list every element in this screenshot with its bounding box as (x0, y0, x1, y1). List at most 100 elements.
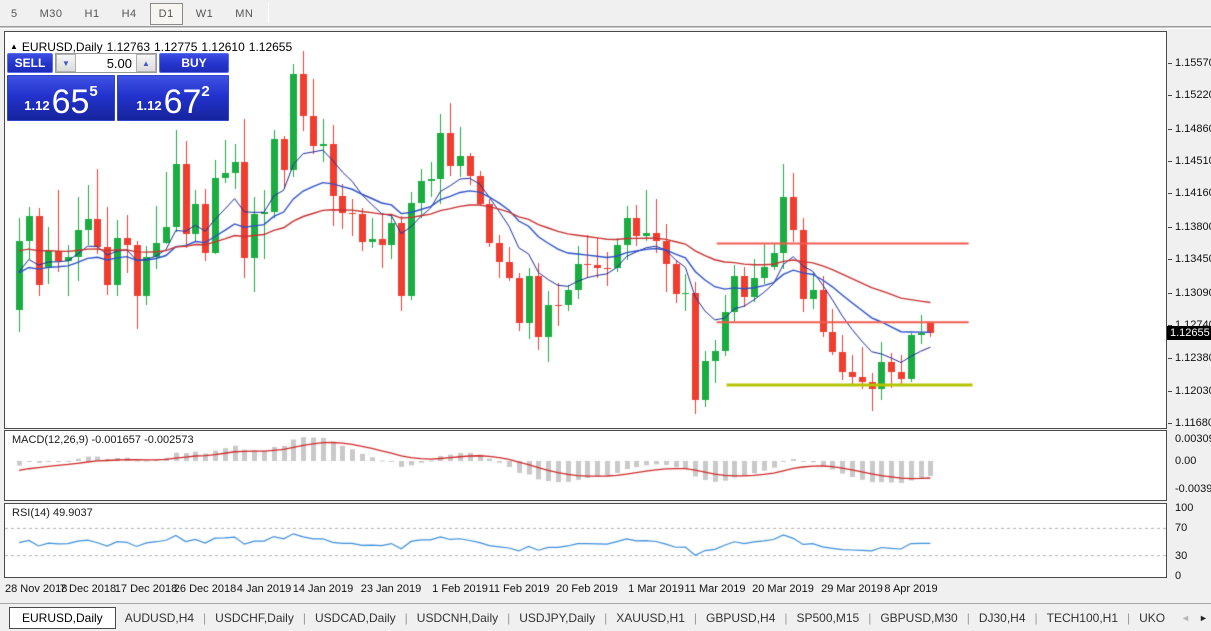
price-tick-mark (1168, 63, 1172, 64)
tab-gbpusd-h4[interactable]: GBPUSD,H4 (706, 610, 776, 625)
volume-stepper: ▼ ▲ (55, 53, 157, 73)
price-tick-mark (1168, 161, 1172, 162)
price-tick-mark (1168, 259, 1172, 260)
price-tick-mark (1168, 391, 1172, 392)
price-tick-label: 1.13800 (1175, 221, 1211, 233)
sell-button[interactable]: SELL (7, 53, 53, 73)
timeframe-button-d1[interactable]: D1 (149, 3, 183, 25)
volume-increase-button[interactable]: ▲ (136, 54, 156, 72)
tab-usdchf-daily[interactable]: USDCHF,Daily (215, 610, 294, 625)
chart-tab-bar: EURUSD,Daily AUDUSD,H4 | USDCHF,Daily | USDCA… (0, 603, 1211, 631)
buy-price-big: 67 (163, 83, 202, 121)
ohlc-high: 1.12775 (154, 40, 198, 54)
time-axis-label: 23 Jan 2019 (360, 583, 422, 595)
tab-tech100-h1[interactable]: TECH100,H1 (1046, 610, 1119, 625)
tab-separator: | (693, 610, 698, 625)
timeframe-button-h4[interactable]: H4 (121, 8, 137, 20)
timeframe-button-w1[interactable]: W1 (195, 8, 214, 20)
time-axis-label: 29 Mar 2019 (821, 583, 883, 595)
time-axis-label: 11 Feb 2019 (488, 583, 550, 595)
toolbar-separator (268, 3, 270, 23)
macd-panel (4, 430, 1167, 501)
tab-dj30-h4[interactable]: DJ30,H4 (978, 610, 1026, 625)
time-axis-label: 11 Mar 2019 (684, 583, 746, 595)
time-axis-label: 26 Dec 2018 (173, 583, 237, 595)
tab-eurusd-daily[interactable]: EURUSD,Daily (9, 606, 116, 629)
tab-usdcnh-daily[interactable]: USDCNH,Daily (416, 610, 499, 625)
time-axis-label: 20 Mar 2019 (752, 583, 814, 595)
price-tick-label: 1.15220 (1175, 89, 1211, 101)
price-tick-label: 1.14510 (1175, 155, 1211, 167)
macd-label: MACD(12,26,9) -0.001657 -0.002573 (12, 434, 194, 446)
tab-separator: | (203, 610, 207, 625)
price-axis[interactable]: 1.12655 1.15570 1.15220 1.14860 1.14510 1.14… (1167, 31, 1211, 582)
time-axis-label: 4 Jan 2019 (236, 583, 292, 595)
ohlc-close: 1.12655 (248, 40, 293, 54)
tab-separator: | (966, 610, 970, 625)
tab-sp500-m15[interactable]: SP500,M15 (796, 610, 860, 625)
rsi-axis-label: 30 (1175, 550, 1188, 562)
price-tick-mark (1168, 358, 1172, 359)
timeframe-button-list: 5 M30 H1 H4 D1 W1 MN (0, 3, 264, 25)
buy-price-tile[interactable]: 1.12 67 2 (117, 75, 229, 121)
time-axis-label: 7 Dec 2018 (59, 583, 117, 595)
volume-decrease-button[interactable]: ▼ (56, 54, 76, 72)
buy-price-prefix: 1.12 (136, 98, 162, 113)
time-axis-label: 1 Feb 2019 (432, 583, 488, 595)
timeframe-button-mn[interactable]: MN (235, 8, 254, 20)
rsi-axis-label: 100 (1175, 502, 1194, 514)
price-tick-label: 1.12380 (1175, 352, 1211, 364)
sell-price-tile[interactable]: 1.12 65 5 (7, 75, 115, 121)
toolbar-divider (0, 26, 1211, 29)
sell-price-big: 65 (51, 83, 90, 121)
time-axis[interactable]: 28 Nov 2018 7 Dec 2018 17 Dec 2018 26 Dec 2… (5, 581, 1168, 601)
tab-usdjpy-daily[interactable]: USDJPY,Daily (519, 610, 596, 625)
tab-separator: | (868, 610, 872, 625)
price-tick-label: 1.12030 (1175, 385, 1211, 397)
timeframe-button-m30[interactable]: M30 (39, 8, 63, 20)
volume-input[interactable] (76, 54, 136, 72)
tab-separator: | (302, 610, 306, 625)
tab-scroll-left-icon[interactable]: ◄ (1181, 613, 1190, 623)
price-tick-mark (1168, 325, 1172, 326)
current-price-tag: 1.12655 (1167, 326, 1211, 340)
tab-gbpusd-m30[interactable]: GBPUSD,M30 (880, 610, 958, 625)
tab-separator: | (604, 610, 608, 625)
macd-canvas[interactable] (5, 431, 1166, 500)
ohlc-low: 1.12610 (201, 40, 245, 54)
tab-usdcad-daily[interactable]: USDCAD,Daily (314, 610, 396, 625)
time-axis-label: 1 Mar 2019 (628, 583, 684, 595)
time-axis-label: 20 Feb 2019 (556, 583, 618, 595)
tab-separator: | (1034, 610, 1038, 625)
macd-axis-label: -0.003947 (1175, 483, 1211, 495)
price-tick-mark (1168, 129, 1172, 130)
rsi-panel (4, 503, 1167, 578)
price-tick-mark (1168, 423, 1172, 424)
time-axis-label: 14 Jan 2019 (292, 583, 354, 595)
tab-xauusd-h1[interactable]: XAUUSD,H1 (616, 610, 685, 625)
tab-scroll-right-icon[interactable]: ► (1199, 613, 1208, 623)
buy-button[interactable]: BUY (159, 53, 229, 73)
collapse-triangle-icon[interactable]: ▲ (10, 42, 18, 51)
timeframe-toolbar: 5 M30 H1 H4 D1 W1 MN (0, 0, 1211, 26)
sell-price-prefix: 1.12 (24, 98, 50, 113)
macd-axis-label: 0.00 (1175, 455, 1197, 467)
buy-price-pip: 2 (201, 83, 210, 100)
chart-tab-list: EURUSD,Daily AUDUSD,H4 | USDCHF,Daily | USDCA… (0, 606, 1174, 629)
timeframe-button-h1[interactable]: H1 (84, 8, 100, 20)
rsi-label: RSI(14) 49.9037 (12, 507, 93, 519)
tab-audusd-h4[interactable]: AUDUSD,H4 (124, 610, 195, 625)
one-click-trade-panel: SELL ▼ ▲ BUY 1.12 65 5 1.12 67 2 (7, 53, 229, 121)
rsi-canvas[interactable] (5, 504, 1166, 577)
price-tick-label: 1.15570 (1175, 57, 1211, 69)
tab-separator: | (404, 610, 408, 625)
time-axis-label: 28 Nov 2018 (5, 583, 68, 595)
price-tick-mark (1168, 95, 1172, 96)
time-axis-label: 8 Apr 2019 (884, 583, 938, 595)
tab-uko[interactable]: UKO (1139, 610, 1166, 625)
tab-separator: | (1127, 610, 1131, 625)
price-tick-mark (1168, 227, 1172, 228)
chart-symbol-label: EURUSD,Daily (21, 40, 103, 54)
timeframe-button-5[interactable]: 5 (11, 8, 18, 20)
rsi-axis-label: 70 (1175, 522, 1188, 534)
